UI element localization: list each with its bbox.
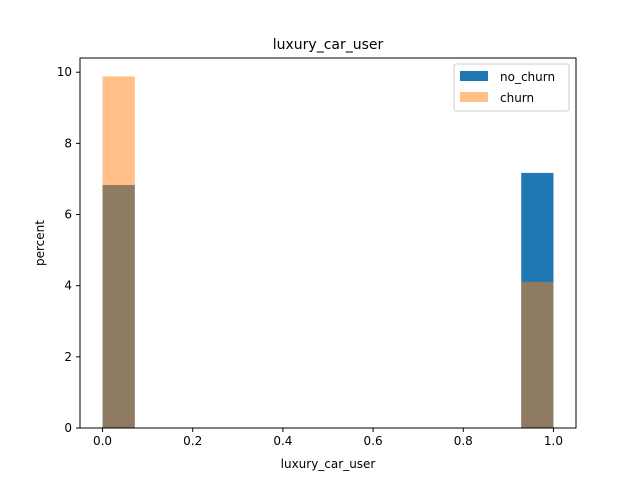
- legend-swatch-churn: [460, 92, 488, 102]
- x-axis-ticks: 0.0 0.2 0.4 0.6 0.8 1.0: [93, 428, 563, 448]
- x-tick-label: 0.8: [454, 434, 473, 448]
- y-tick-label: 0: [64, 421, 72, 435]
- legend-swatch-no-churn: [460, 71, 488, 81]
- y-tick-label: 6: [64, 208, 72, 222]
- chart-title: luxury_car_user: [273, 37, 384, 53]
- bar-churn-1: [521, 281, 554, 428]
- y-tick-label: 2: [64, 350, 72, 364]
- y-axis-ticks: 0 2 4 6 8 10: [57, 65, 80, 435]
- x-tick-label: 0.2: [183, 434, 202, 448]
- plot-area-frame: [79, 57, 577, 429]
- bar-churn-0: [102, 76, 135, 428]
- bars-layer: [102, 76, 554, 428]
- x-tick-label: 0.4: [273, 434, 292, 448]
- y-axis-label: percent: [33, 220, 47, 266]
- y-tick-label: 8: [64, 136, 72, 150]
- x-tick-label: 1.0: [544, 434, 563, 448]
- y-tick-label: 10: [57, 65, 72, 79]
- x-tick-label: 0.6: [364, 434, 383, 448]
- x-tick-label: 0.0: [93, 434, 112, 448]
- y-tick-label: 4: [64, 279, 72, 293]
- legend-label-churn: churn: [500, 91, 534, 105]
- x-axis-label: luxury_car_user: [281, 457, 376, 471]
- legend-label-no-churn: no_churn: [500, 70, 555, 84]
